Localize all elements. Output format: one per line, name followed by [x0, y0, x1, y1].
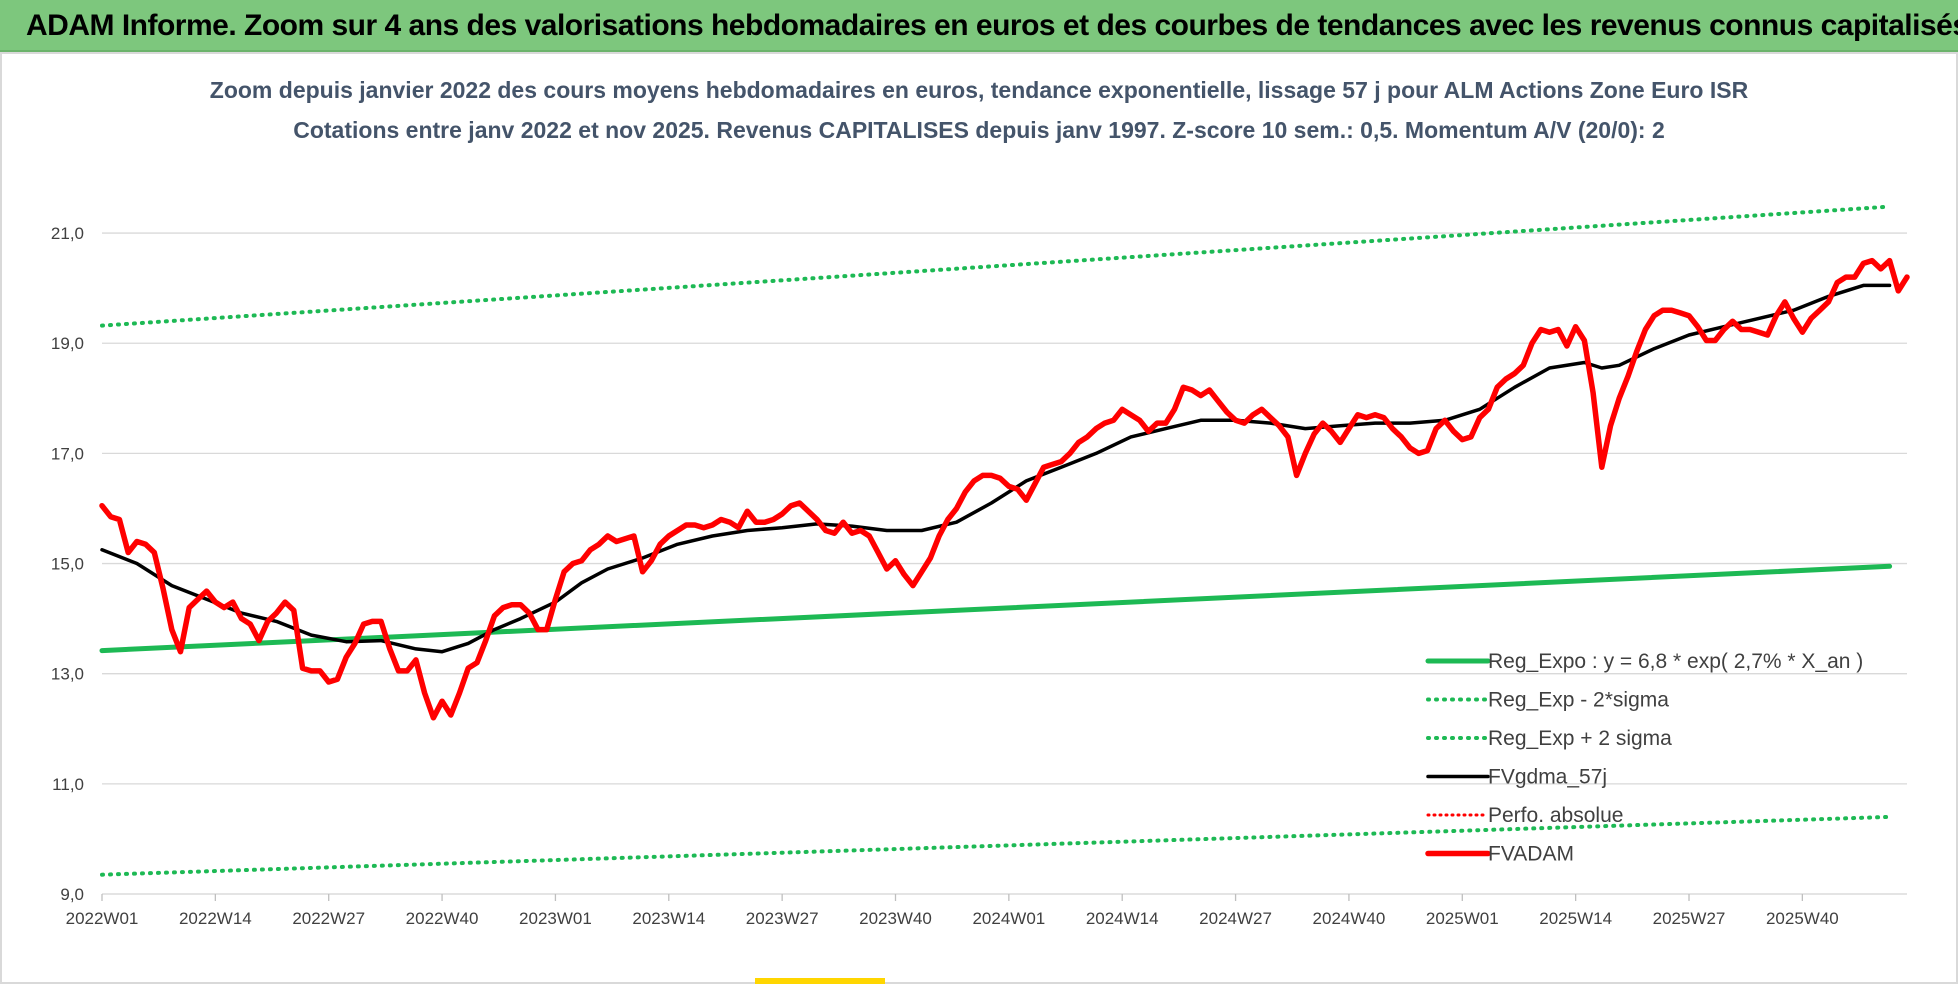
legend-label: Reg_Exp - 2*sigma — [1488, 689, 1669, 712]
yellow-marker — [755, 978, 885, 984]
x-tick-label: 2025W01 — [1426, 909, 1499, 928]
chart-title: Zoom depuis janvier 2022 des cours moyen… — [210, 77, 1749, 103]
x-tick-label: 2024W40 — [1313, 909, 1386, 928]
gridlines — [101, 232, 1907, 901]
x-tick-label: 2022W14 — [179, 909, 252, 928]
y-tick-label: 11,0 — [52, 775, 84, 794]
x-tick-label: 2024W14 — [1086, 909, 1159, 928]
x-tick-label: 2023W14 — [632, 909, 705, 928]
series-line-2 — [100, 204, 1892, 328]
x-tick-label: 2024W01 — [972, 909, 1045, 928]
x-tick-label: 2025W40 — [1766, 909, 1839, 928]
x-tick-label: 2023W01 — [519, 909, 592, 928]
x-axis-ticks: 2022W01 2022W14 2022W27 2022W40 2023W01 2023W… — [66, 909, 1839, 928]
chart-subtitle: Cotations entre janv 2022 et nov 2025. R… — [293, 117, 1665, 143]
x-tick-label: 2024W27 — [1199, 909, 1272, 928]
series-layer — [99, 204, 1910, 877]
y-tick-label: 17,0 — [51, 444, 84, 463]
x-tick-label: 2022W40 — [406, 909, 479, 928]
chart-frame: Zoom depuis janvier 2022 des cours moyen… — [0, 52, 1958, 984]
x-tick-label: 2023W40 — [859, 909, 932, 928]
legend-label: FVgdma_57j — [1488, 766, 1607, 789]
y-tick-label: 21,0 — [51, 224, 84, 243]
y-tick-label: 13,0 — [51, 665, 84, 684]
x-tick-label: 2025W27 — [1653, 909, 1726, 928]
series-line-3 — [100, 283, 1892, 654]
legend-label: Reg_Exp + 2 sigma — [1488, 727, 1672, 750]
y-tick-label: 19,0 — [51, 334, 84, 353]
x-tick-label: 2022W27 — [292, 909, 365, 928]
series-line-0 — [99, 563, 1893, 654]
y-tick-label: 15,0 — [51, 555, 84, 574]
y-tick-label: 9,0 — [60, 885, 84, 904]
legend-label: Reg_Expo : y = 6,8 * exp( 2,7% * X_an ) — [1488, 650, 1863, 673]
legend-label: FVADAM — [1488, 843, 1574, 866]
x-tick-label: 2023W27 — [746, 909, 819, 928]
x-tick-label: 2022W01 — [66, 909, 139, 928]
series-line-5 — [99, 257, 1910, 721]
report-banner: ADAM Informe. Zoom sur 4 ans des valoris… — [0, 0, 1958, 52]
legend: Reg_Expo : y = 6,8 * exp( 2,7% * X_an ) R… — [1425, 650, 1863, 866]
y-axis-ticks: 9,0 11,0 13,0 15,0 17,0 19,0 21,0 — [51, 224, 84, 904]
report-title: ADAM Informe. Zoom sur 4 ans des valoris… — [26, 9, 1958, 42]
x-tick-label: 2025W14 — [1539, 909, 1612, 928]
legend-label: Perfo. absolue — [1488, 804, 1623, 827]
series-line-1 — [100, 814, 1892, 877]
valuation-chart: Zoom depuis janvier 2022 des cours moyen… — [51, 77, 1910, 928]
